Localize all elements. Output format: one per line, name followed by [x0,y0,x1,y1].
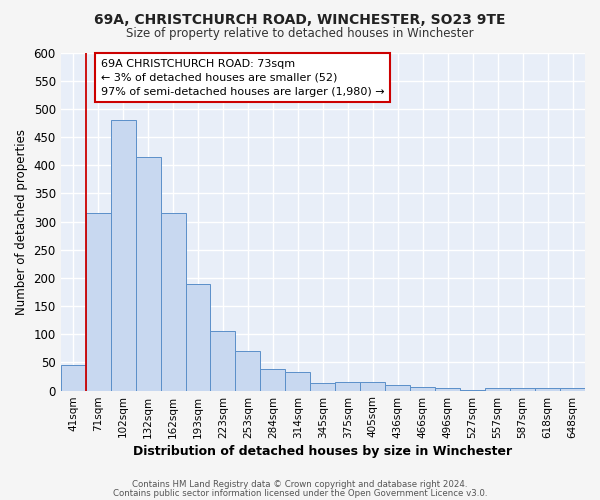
Bar [510,388,535,390]
Bar [211,332,235,390]
Bar [485,388,510,390]
Bar [385,385,410,390]
Bar [286,372,310,390]
Bar [335,382,360,390]
Bar [535,388,560,390]
Bar [185,284,211,391]
Bar [360,382,385,390]
Bar [161,213,185,390]
Bar [61,365,86,390]
Bar [435,388,460,390]
Bar [560,388,585,390]
Text: 69A CHRISTCHURCH ROAD: 73sqm
← 3% of detached houses are smaller (52)
97% of sem: 69A CHRISTCHURCH ROAD: 73sqm ← 3% of det… [101,59,384,97]
Text: Size of property relative to detached houses in Winchester: Size of property relative to detached ho… [126,28,474,40]
X-axis label: Distribution of detached houses by size in Winchester: Distribution of detached houses by size … [133,444,512,458]
Bar [86,213,110,390]
Bar [260,369,286,390]
Bar [310,383,335,390]
Bar [136,156,161,390]
Bar [110,120,136,390]
Text: Contains HM Land Registry data © Crown copyright and database right 2024.: Contains HM Land Registry data © Crown c… [132,480,468,489]
Y-axis label: Number of detached properties: Number of detached properties [15,128,28,314]
Text: 69A, CHRISTCHURCH ROAD, WINCHESTER, SO23 9TE: 69A, CHRISTCHURCH ROAD, WINCHESTER, SO23… [94,12,506,26]
Text: Contains public sector information licensed under the Open Government Licence v3: Contains public sector information licen… [113,488,487,498]
Bar [235,351,260,391]
Bar [410,386,435,390]
